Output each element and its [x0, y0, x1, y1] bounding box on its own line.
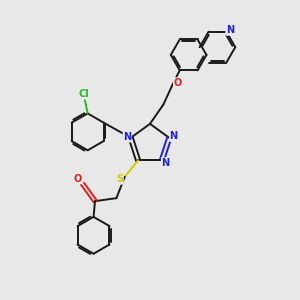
Text: O: O: [73, 173, 81, 184]
Text: N: N: [161, 158, 169, 168]
Text: S: S: [116, 174, 123, 184]
Text: N: N: [169, 131, 178, 141]
Text: Cl: Cl: [78, 89, 89, 99]
Text: N: N: [123, 132, 131, 142]
Text: O: O: [173, 78, 182, 88]
Text: N: N: [226, 25, 234, 35]
